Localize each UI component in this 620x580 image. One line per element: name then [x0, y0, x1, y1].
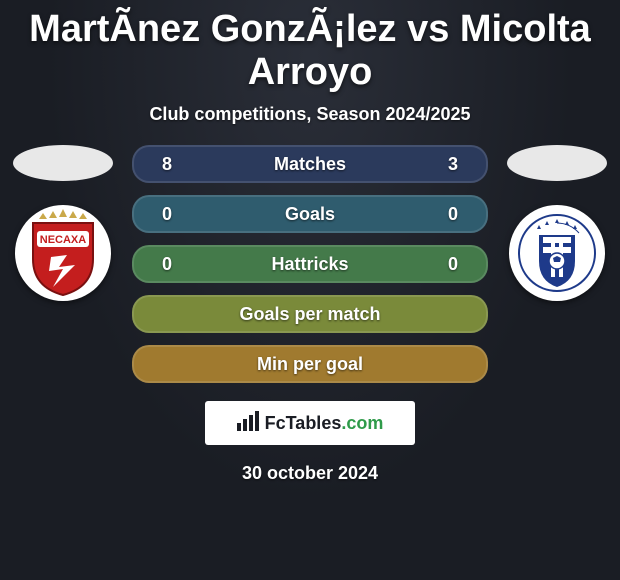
left-club-badge: NECAXA — [15, 205, 111, 301]
stat-label: Goals per match — [182, 304, 438, 325]
stat-label: Hattricks — [182, 254, 438, 275]
stat-row: 0Hattricks0 — [132, 245, 488, 283]
left-player-oval — [13, 145, 113, 181]
left-side: NECAXA — [8, 145, 118, 301]
right-player-oval — [507, 145, 607, 181]
stat-label: Min per goal — [182, 354, 438, 375]
stat-right-value: 0 — [438, 204, 468, 225]
stat-row: Min per goal — [132, 345, 488, 383]
svg-text:NECAXA: NECAXA — [40, 234, 87, 246]
brand-name: FcTables — [265, 413, 342, 434]
brand-suffix: .com — [341, 413, 383, 434]
comparison-card: MartÃ­nez GonzÃ¡lez vs Micolta Arroyo Cl… — [0, 0, 620, 580]
stat-right-value: 3 — [438, 154, 468, 175]
right-club-badge — [509, 205, 605, 301]
stat-label: Matches — [182, 154, 438, 175]
snapshot-date: 30 october 2024 — [0, 463, 620, 484]
stat-left-value: 0 — [152, 204, 182, 225]
necaxa-badge-icon: NECAXA — [23, 209, 103, 297]
brand-watermark: FcTables.com — [205, 401, 415, 445]
right-side — [502, 145, 612, 301]
stat-left-value: 8 — [152, 154, 182, 175]
bars-icon — [237, 411, 259, 436]
season-subtitle: Club competitions, Season 2024/2025 — [0, 104, 620, 125]
stat-right-value: 0 — [438, 254, 468, 275]
stat-row: 8Matches3 — [132, 145, 488, 183]
vs-title: MartÃ­nez GonzÃ¡lez vs Micolta Arroyo — [0, 0, 620, 94]
pachuca-badge-icon — [517, 209, 597, 297]
stat-label: Goals — [182, 204, 438, 225]
stats-column: 8Matches30Goals00Hattricks0Goals per mat… — [118, 145, 502, 383]
stat-row: Goals per match — [132, 295, 488, 333]
stat-left-value: 0 — [152, 254, 182, 275]
content-row: NECAXA 8Matches30Goals00Hattricks0Goals … — [0, 145, 620, 383]
stat-row: 0Goals0 — [132, 195, 488, 233]
